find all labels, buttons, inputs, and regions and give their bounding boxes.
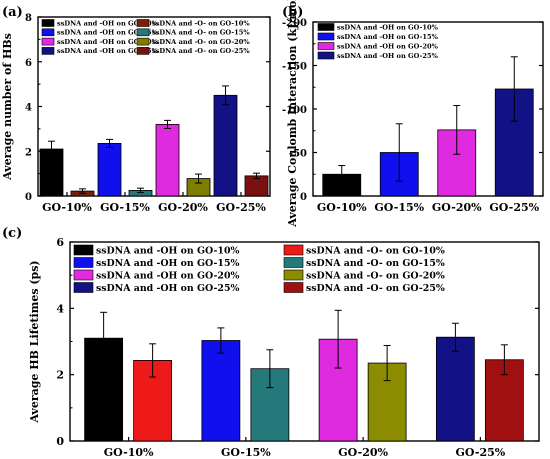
x-tick-label: GO-25% (216, 201, 266, 214)
legend-label: ssDNA and -OH on GO-25% (337, 52, 439, 60)
x-tick-label: GO-20% (432, 201, 482, 214)
legend-label: ssDNA and -O- on GO-15% (306, 258, 445, 269)
legend-label: ssDNA and -OH on GO-20% (337, 42, 439, 50)
x-tick-label: GO-20% (158, 201, 208, 214)
y-tick-label: -150 (282, 62, 307, 73)
legend-swatch (73, 282, 94, 293)
x-tick-label: GO-10% (317, 201, 367, 214)
legend-swatch (283, 282, 304, 293)
legend-label: ssDNA and -O- on GO-20% (152, 38, 250, 46)
legend-label: ssDNA and -OH on GO-10% (57, 19, 159, 27)
legend-swatch (136, 37, 150, 46)
legend-swatch (317, 23, 335, 31)
legend-label: ssDNA and -O- on GO-20% (306, 270, 445, 281)
x-tick-label: GO-25% (489, 201, 539, 214)
legend-swatch (41, 37, 55, 46)
y-tick-label: -100 (282, 105, 307, 116)
x-tick-label: GO-10% (42, 201, 92, 214)
legend-label: ssDNA and -OH on GO-25% (96, 283, 239, 294)
x-tick-label: GO-15% (374, 201, 424, 214)
y-tick-label: 8 (25, 13, 32, 24)
bar-ssdna-and-oh-on-go-15- (201, 340, 241, 442)
legend-label: ssDNA and -OH on GO-25% (57, 47, 159, 55)
y-tick-label: 0 (56, 435, 64, 448)
legend-swatch (283, 244, 304, 256)
y-tick-label: 2 (25, 147, 32, 158)
x-tick-label: GO-15% (100, 201, 150, 214)
legend-swatch (73, 257, 94, 268)
chart-a: 0 2 4 6 8 GO-10% GO-15% GO-20% GO-25% Average num… (1, 13, 271, 214)
y-tick-label: -200 (282, 18, 307, 29)
legend-swatch (41, 47, 55, 55)
y-tick-label: 4 (56, 302, 64, 315)
y-tick-label: 0 (300, 192, 307, 203)
legend-label: ssDNA and -O- on GO-10% (152, 19, 250, 27)
legend-swatch (317, 42, 335, 50)
y-axis-title: Average number of HBs (1, 33, 14, 181)
panel-label-a: (a) (2, 5, 23, 20)
legend-swatch (317, 32, 335, 41)
legend-swatch (136, 28, 150, 37)
chart-c: 0 2 4 6 GO-10% GO-15% GO-20% GO-25% Average HB L… (28, 236, 540, 459)
bar-ssdna-and-oh-on-go-25- (213, 94, 238, 197)
legend-swatch (283, 257, 304, 268)
legend-swatch (73, 244, 94, 256)
legend-label: ssDNA and -O- on GO-25% (152, 47, 250, 55)
legend-label: ssDNA and -O- on GO-10% (306, 245, 445, 256)
legend-swatch (136, 47, 150, 55)
bar-ssdna-and-oh-on-go-20- (155, 124, 180, 197)
legend-swatch (41, 19, 55, 27)
legend-swatch (283, 269, 304, 281)
y-tick-label: 4 (25, 103, 32, 114)
legend-swatch (73, 269, 94, 281)
legend-label: ssDNA and -OH on GO-15% (337, 33, 439, 41)
x-tick-label: GO-25% (456, 446, 506, 459)
x-tick-label: GO-10% (104, 446, 154, 459)
panel-label-b: (b) (282, 5, 303, 20)
legend-label: ssDNA and -O- on GO-25% (306, 283, 445, 294)
panel-label-c: (c) (2, 226, 22, 241)
legend-label: ssDNA and -OH on GO-10% (337, 23, 439, 31)
y-axis-title: Average HB Lifetimes (ps) (28, 260, 41, 423)
legend-label: ssDNA and -OH on GO-15% (96, 258, 239, 269)
legend-swatch (41, 28, 55, 37)
y-tick-label: 6 (25, 58, 32, 69)
x-tick-label: GO-15% (221, 446, 271, 459)
legend-label: ssDNA and -OH on GO-20% (96, 270, 239, 281)
y-tick-label: -50 (289, 149, 307, 160)
y-tick-label: 0 (25, 192, 32, 203)
y-tick-label: 2 (56, 369, 64, 382)
y-tick-label: 6 (56, 236, 64, 249)
bar-ssdna-and-oh-on-go-25- (435, 336, 475, 442)
legend-label: ssDNA and -OH on GO-10% (96, 245, 239, 256)
legend-label: ssDNA and -OH on GO-20% (57, 38, 159, 46)
x-tick-label: GO-20% (338, 446, 388, 459)
legend-label: ssDNA and -OH on GO-15% (57, 29, 159, 37)
bar-ssdna-and-oh-on-go-15- (97, 143, 122, 197)
legend-swatch (136, 19, 150, 27)
chart-b: 0 -50 -100 -150 -200 GO-10% GO-15% GO-20% GO-25%… (282, 0, 544, 228)
legend-swatch (317, 51, 335, 60)
y-axis-title: Average Coulomb Interaction (kJ/mol) (286, 0, 299, 228)
legend-label: ssDNA and -O- on GO-15% (152, 29, 250, 37)
